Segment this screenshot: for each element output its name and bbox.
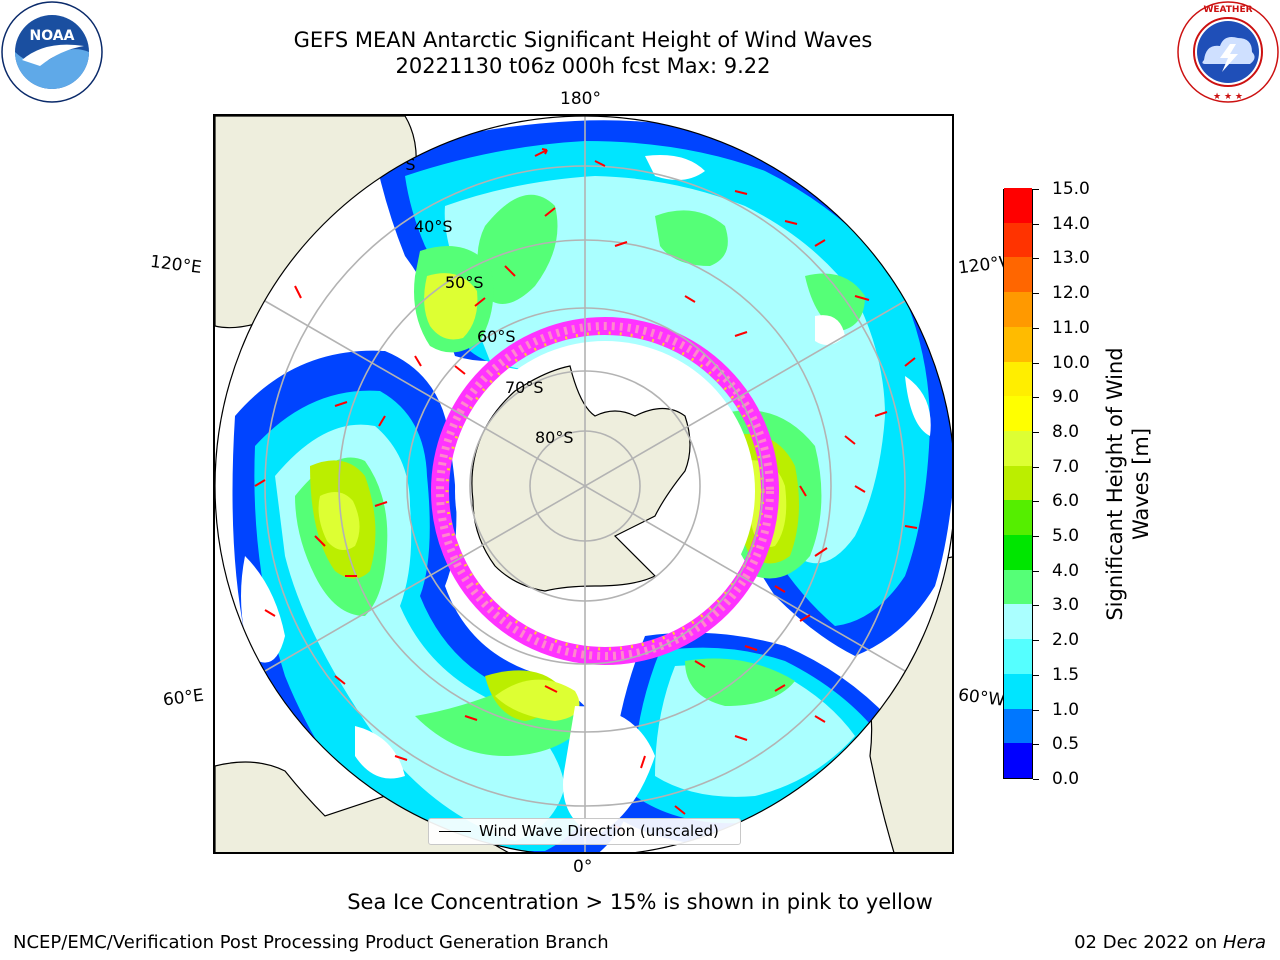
colorbar-tick [1033,674,1039,676]
colorbar-tick [1033,293,1039,295]
lat-label-80s: 80°S [535,428,574,447]
nws-logo: WEATHER ★ ★ ★ [1177,1,1279,103]
colorbar-segment [1004,361,1032,397]
footer-date-text: 02 Dec 2022 on [1074,932,1223,953]
noaa-logo: NOAA [1,1,103,103]
colorbar-tick [1033,397,1039,399]
colorbar-segment [1004,673,1032,709]
colorbar-segment [1004,291,1032,327]
map-legend: Wind Wave Direction (unscaled) [428,818,741,845]
colorbar-tick-label: 11.0 [1052,317,1090,338]
colorbar-segment [1004,569,1032,605]
colorbar-tick [1033,709,1039,711]
polar-map: 30°S 40°S 50°S 60°S 70°S 80°S [215,116,952,852]
colorbar-tick [1033,258,1039,260]
colorbar-tick-label: 12.0 [1052,283,1090,304]
lat-label-60s: 60°S [477,327,516,346]
footer-credit: NCEP/EMC/Verification Post Processing Pr… [13,932,609,953]
legend-line-sample [439,831,471,832]
colorbar-title-line2: Waves [m] [1129,427,1153,541]
colorbar-segment [1004,187,1032,223]
colorbar-tick-label: 15.0 [1052,179,1090,199]
colorbar-tick [1033,431,1039,433]
colorbar-tick [1033,536,1039,538]
colorbar-tick-label: 0.0 [1052,769,1080,789]
lat-label-70s: 70°S [505,378,544,397]
land-antarctica [471,365,691,592]
colorbar-segment [1004,222,1032,258]
colorbar-segment [1004,395,1032,431]
colorbar-tick-label: 9.0 [1052,387,1080,408]
colorbar-tick [1033,640,1039,642]
lon-label-120e: 120°E [148,251,203,279]
lon-label-180: 180° [560,89,601,109]
footer-date: 02 Dec 2022 on Hera [1074,932,1266,953]
map-subtitle: 20221130 t06z 000h fcst Max: 9.22 [395,54,771,78]
colorbar-segment [1004,500,1032,536]
colorbar-segment [1004,534,1032,570]
colorbar-segment [1004,743,1032,778]
colorbar-segment [1004,257,1032,293]
colorbar-tick-label: 1.0 [1052,699,1080,720]
map-title: GEFS MEAN Antarctic Significant Height o… [293,28,873,52]
calm-areas [241,155,931,836]
colorbar-segment [1004,465,1032,501]
colorbar-tick-label: 14.0 [1052,213,1090,234]
colorbar-tick-label: 0.5 [1052,734,1080,755]
colorbar-tick-label: 7.0 [1052,456,1080,477]
colorbar-title-line1: Significant Height of Wind [1103,347,1127,621]
noaa-logo-text: NOAA [30,28,75,44]
footer-host: Hera [1222,932,1266,953]
colorbar-tick-label: 1.5 [1052,664,1080,685]
colorbar-tick-label: 8.0 [1052,421,1080,442]
colorbar-segment [1004,708,1032,744]
colorbar-segment [1004,604,1032,640]
colorbar-tick [1033,362,1039,364]
colorbar-segment [1004,326,1032,362]
lon-label-60e: 60°E [161,685,205,711]
legend-label: Wind Wave Direction (unscaled) [479,822,719,840]
sea-ice-note: Sea Ice Concentration > 15% is shown in … [347,890,933,914]
colorbar-tick [1033,605,1039,607]
colorbar-tick [1033,779,1039,780]
colorbar-title: Significant Height of Wind Waves [m] [1102,347,1154,620]
map-panel: 30°S 40°S 50°S 60°S 70°S 80°S [213,114,954,854]
colorbar-tick-label: 6.0 [1052,491,1080,512]
colorbar-tick-label: 5.0 [1052,526,1080,547]
colorbar-segment [1004,430,1032,466]
colorbar-tick-label: 10.0 [1052,352,1090,373]
lat-label-40s: 40°S [414,217,453,236]
colorbar-tick-label: 2.0 [1052,630,1080,651]
colorbar-tick [1033,501,1039,503]
graticule [215,116,952,852]
colorbar [1003,187,1033,779]
lat-label-50s: 50°S [445,273,484,292]
lon-label-60w: 60°W [956,685,1006,711]
colorbar-segment [1004,638,1032,674]
colorbar-tick-label: 13.0 [1052,248,1090,269]
svg-text:WEATHER: WEATHER [1203,5,1252,15]
latitude-labels: 30°S 40°S 50°S 60°S 70°S 80°S [377,155,574,447]
svg-text:★ ★ ★: ★ ★ ★ [1213,92,1243,102]
colorbar-tick-label: 4.0 [1052,560,1080,581]
colorbar-tick [1033,570,1039,572]
colorbar-tick [1033,189,1039,190]
lon-label-0: 0° [573,857,593,877]
wind-wave-arrows [254,148,918,833]
colorbar-tick-label: 3.0 [1052,595,1080,616]
colorbar-tick [1033,744,1039,746]
colorbar-tick [1033,466,1039,468]
colorbar-tick [1033,223,1039,225]
colorbar-tick [1033,327,1039,329]
